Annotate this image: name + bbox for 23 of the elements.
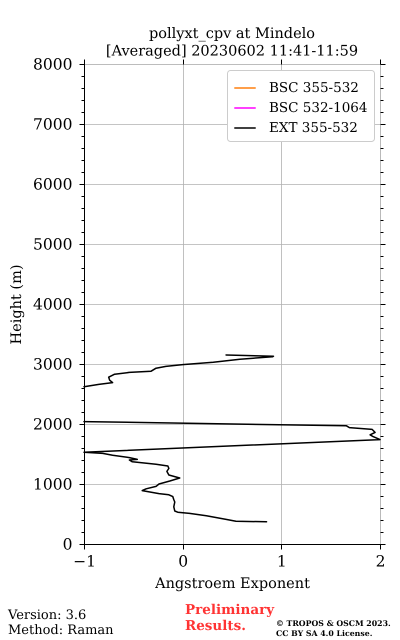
text: Version: 3.6 (7, 608, 86, 623)
chart-subtitle: [Averaged] 20230602 11:41-11:59 (106, 44, 358, 60)
x-axis-title: Angstroem Exponent (154, 576, 310, 592)
legend-label: BSC 355-532 (269, 80, 359, 96)
y-tick-label: 4000 (33, 296, 72, 314)
y-tick-label: 2000 (33, 416, 72, 434)
x-tick-label: 2 (376, 552, 386, 570)
x-tick-label: 1 (276, 552, 287, 570)
x-tick-label: −1 (73, 552, 96, 570)
x-tick-label: 0 (178, 552, 188, 570)
y-tick-label: 3000 (33, 356, 72, 374)
legend-label: EXT 355-532 (269, 120, 358, 136)
y-tick-label: 8000 (33, 56, 72, 74)
y-tick-label: 7000 (33, 116, 72, 134)
y-tick-label: 5000 (33, 236, 72, 254)
y-tick-label: 6000 (33, 176, 72, 194)
legend-label: BSC 532-1064 (269, 100, 368, 116)
text: Preliminary Results. (185, 602, 276, 634)
text: Method: Raman (8, 623, 114, 638)
y-axis-title: Height (m) (9, 264, 26, 344)
y-tick-label: 0 (62, 536, 72, 554)
y-tick-label: 1000 (33, 476, 72, 494)
chart-title: pollyxt_cpv at Mindelo (148, 26, 316, 42)
